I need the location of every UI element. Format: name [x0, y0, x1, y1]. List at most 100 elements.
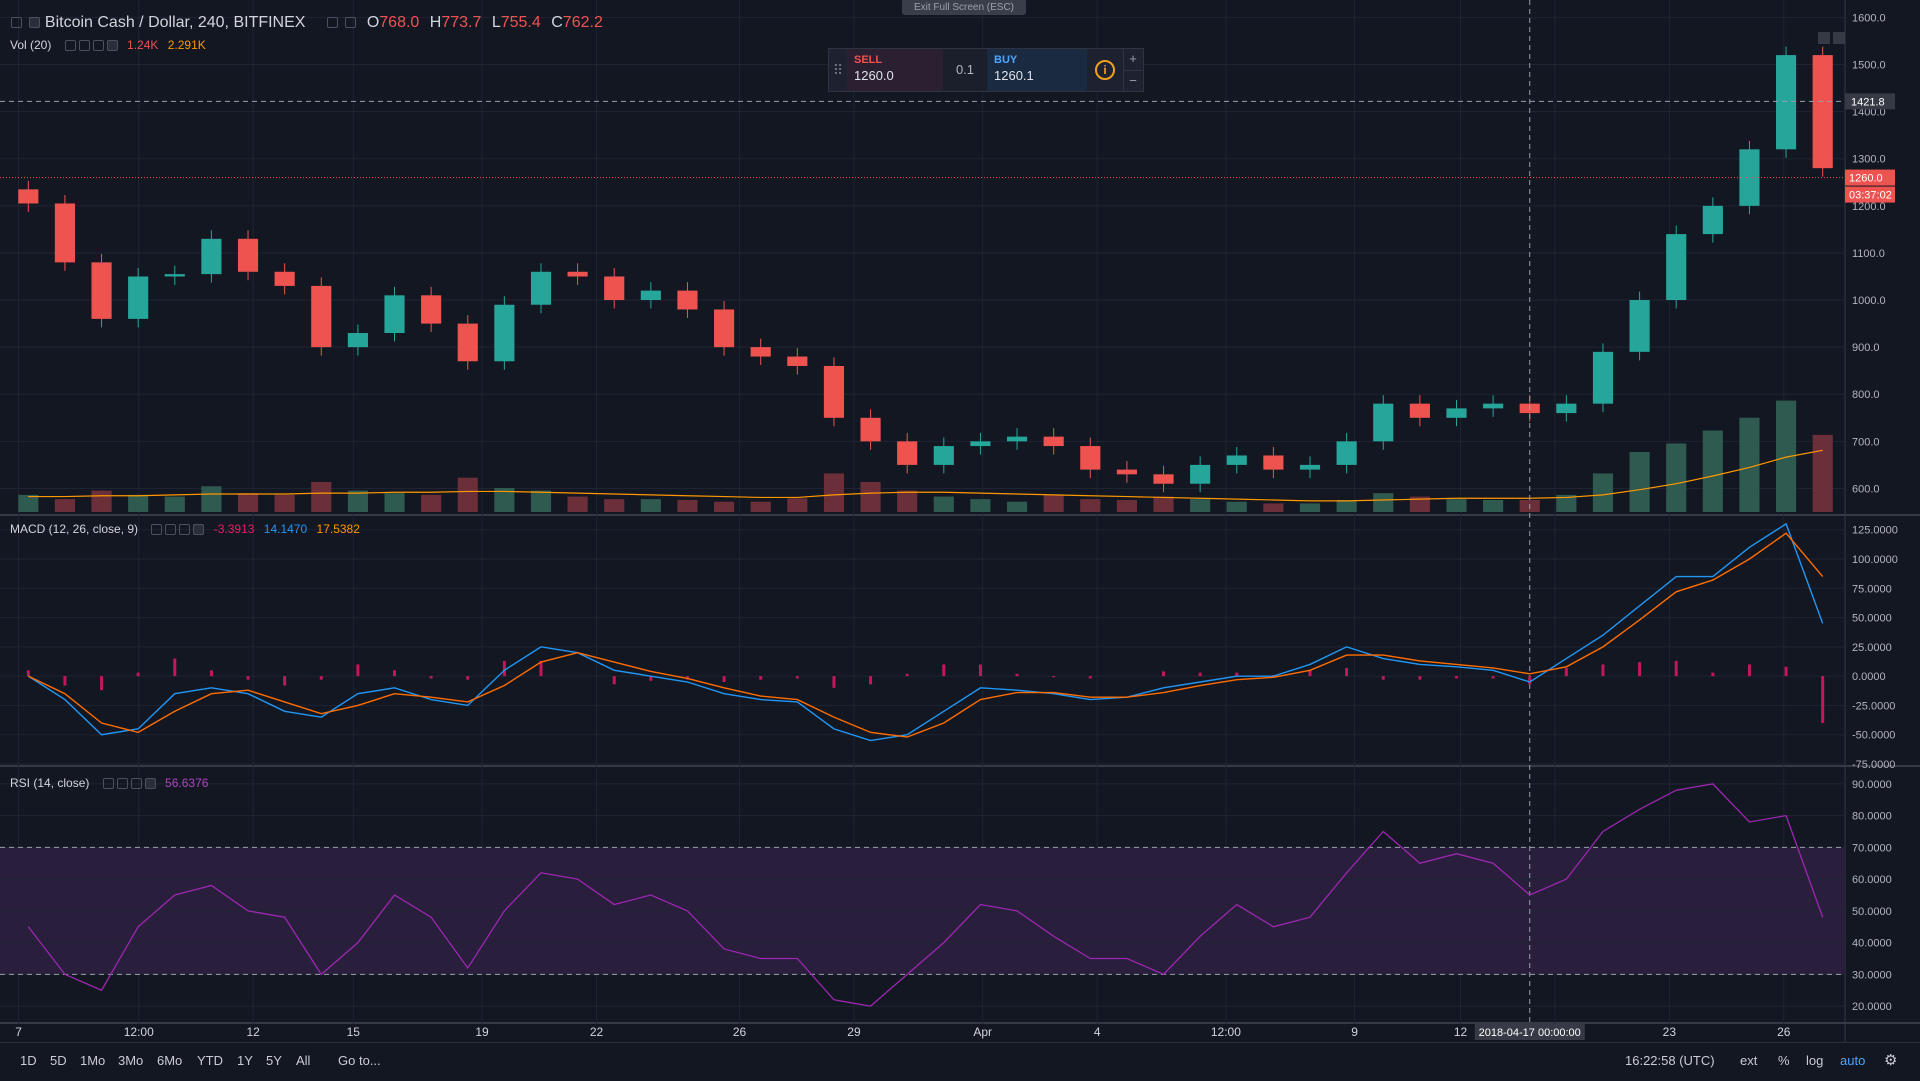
range-1d[interactable]: 1D: [20, 1053, 37, 1068]
macd-legend: MACD (12, 26, close, 9) -3.3913 14.1470 …: [10, 522, 360, 536]
candle: [384, 295, 405, 334]
increase-button[interactable]: +: [1129, 51, 1137, 66]
settings-icon[interactable]: [345, 17, 357, 29]
range-6mo[interactable]: 6Mo: [157, 1053, 183, 1068]
close-icon[interactable]: [144, 778, 156, 790]
macd-histogram-bar: [1821, 676, 1825, 723]
candle: [18, 189, 39, 204]
macd-histogram-bar: [393, 670, 397, 677]
candle: [604, 276, 625, 301]
volume-bar: [897, 490, 918, 512]
volume-bar: [164, 496, 185, 512]
settings-icon[interactable]: [116, 778, 128, 790]
price-tick-label: 1300.0: [1852, 154, 1886, 166]
time-tick-label: 12: [1454, 1025, 1468, 1039]
close-icon[interactable]: [106, 40, 118, 52]
time-tick-label: 26: [1777, 1025, 1791, 1039]
buy-button[interactable]: BUY 1260.1: [987, 49, 1087, 91]
volume-ma-value: 2.291K: [167, 38, 206, 52]
candle: [640, 290, 661, 301]
chart-canvas[interactable]: 712:00121519222629Apr412:009121923261600…: [0, 0, 1920, 1042]
macd-histogram-bar: [1088, 676, 1092, 679]
range-ytd[interactable]: YTD: [197, 1053, 223, 1068]
goto-button[interactable]: Go to...: [338, 1053, 381, 1068]
volume-bar: [677, 500, 698, 512]
macd-label[interactable]: MACD (12, 26, close, 9): [10, 522, 139, 536]
candle: [237, 238, 259, 272]
sell-button[interactable]: SELL 1260.0: [847, 49, 943, 91]
add-icon[interactable]: [130, 778, 142, 790]
countdown-tag: [1845, 186, 1895, 203]
volume-bar: [201, 486, 222, 512]
log-toggle[interactable]: log: [1806, 1053, 1824, 1068]
decrease-button[interactable]: −: [1124, 69, 1142, 92]
info-button[interactable]: i: [1087, 49, 1123, 91]
range-1mo[interactable]: 1Mo: [80, 1053, 106, 1068]
macd-tick-label: -50.0000: [1852, 730, 1895, 742]
rsi-tick-label: 20.0000: [1852, 1001, 1892, 1013]
trade-panel: ⠿ SELL 1260.0 0.1 BUY 1260.1 i + −: [828, 48, 1144, 92]
settings-icon[interactable]: [165, 524, 177, 536]
candle: [677, 290, 698, 310]
candle: [1409, 403, 1430, 418]
candle: [91, 262, 112, 319]
candle: [347, 333, 368, 348]
time-tick-label: 22: [590, 1025, 604, 1039]
exit-fullscreen-button[interactable]: Exit Full Screen (ESC): [902, 0, 1026, 15]
macd-tick-label: 75.0000: [1852, 583, 1892, 595]
macd-tick-label: 25.0000: [1852, 642, 1892, 654]
percent-toggle[interactable]: %: [1778, 1053, 1790, 1068]
eye-icon[interactable]: [64, 40, 76, 52]
volume-legend: Vol (20) 1.24K 2.291K: [10, 38, 206, 52]
auto-toggle[interactable]: auto: [1840, 1053, 1866, 1068]
info-icon: i: [1095, 60, 1115, 80]
rsi-label[interactable]: RSI (14, close): [10, 776, 90, 790]
settings-icon[interactable]: [78, 40, 90, 52]
eye-icon[interactable]: [102, 778, 114, 790]
candle: [1373, 403, 1394, 442]
eye-icon[interactable]: [326, 17, 338, 29]
macd-histogram-bar: [356, 664, 360, 677]
volume-bar: [384, 493, 405, 512]
last-price-tag: [1845, 169, 1895, 186]
volume-bar: [1739, 417, 1760, 512]
macd-histogram-bar: [722, 676, 726, 682]
add-icon[interactable]: [179, 524, 191, 536]
gear-icon[interactable]: ⚙: [1884, 1052, 1898, 1069]
time-tick-label: 19: [475, 1025, 489, 1039]
macd-histogram-bar: [869, 676, 873, 685]
range-3mo[interactable]: 3Mo: [118, 1053, 144, 1068]
range-5y[interactable]: 5Y: [266, 1053, 282, 1068]
quantity-field[interactable]: 0.1: [943, 49, 987, 91]
macd-histogram-bar: [209, 670, 213, 677]
volume-bar: [237, 493, 259, 512]
maximize-pane-icon[interactable]: [1818, 32, 1830, 44]
drag-handle-icon[interactable]: ⠿: [832, 62, 844, 78]
symbol-title[interactable]: Bitcoin Cash / Dollar, 240, BITFINEX: [44, 14, 306, 31]
macd-histogram-bar: [1381, 676, 1385, 680]
macd-histogram-bar: [1491, 676, 1495, 679]
macd-histogram-bar: [1345, 667, 1349, 677]
time-tick-label: 12:00: [124, 1025, 154, 1039]
eye-icon[interactable]: [151, 524, 163, 536]
pane-menu-icon[interactable]: [1833, 32, 1845, 44]
range-all[interactable]: All: [296, 1053, 311, 1068]
macd-tick-label: -25.0000: [1852, 700, 1895, 712]
rsi-line: [27, 783, 1824, 1007]
macd-histogram-bar: [1601, 664, 1605, 677]
volume-bar: [1263, 503, 1284, 512]
high-value: 773.7: [441, 14, 482, 31]
volume-label[interactable]: Vol (20): [10, 38, 52, 52]
candle: [311, 285, 332, 348]
close-icon[interactable]: [193, 524, 205, 536]
candle: [201, 238, 222, 275]
range-5d[interactable]: 5D: [50, 1053, 67, 1068]
candle: [860, 417, 881, 442]
macd-histogram-bar: [1564, 667, 1568, 677]
open-value: 768.0: [379, 14, 420, 31]
range-1y[interactable]: 1Y: [237, 1053, 253, 1068]
collapse-icon[interactable]: [11, 17, 22, 29]
add-icon[interactable]: [92, 40, 104, 52]
volume-bar: [1556, 494, 1577, 512]
ext-toggle[interactable]: ext: [1740, 1053, 1758, 1068]
